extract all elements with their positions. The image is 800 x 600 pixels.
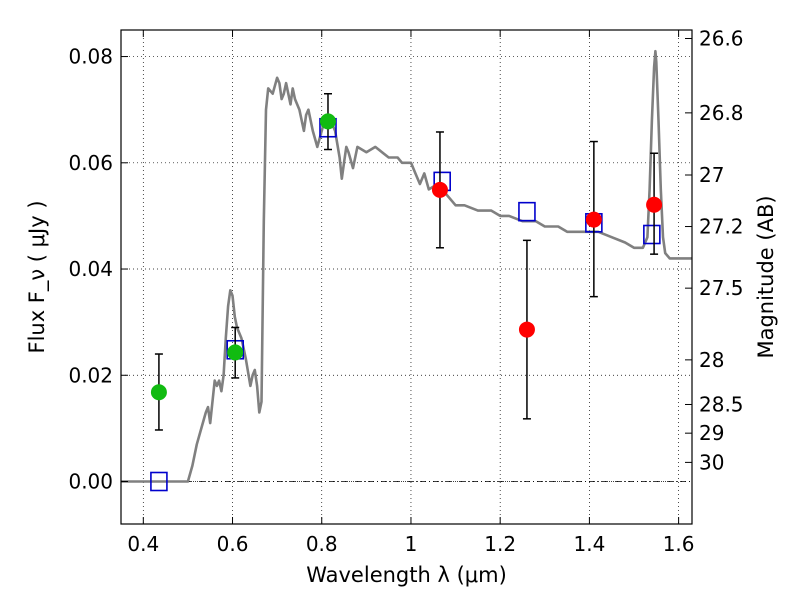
y2-tick-label: 28.5 xyxy=(699,392,744,416)
axis-ticks: 0.4 0.6 0.8 1 1.2 1.4 1.6 0.00 0.02 0.04 0.06 0.08 2… xyxy=(68,26,743,556)
model-point xyxy=(150,471,168,492)
y2-tick-label: 27.2 xyxy=(699,215,744,239)
y2-tick-label: 29 xyxy=(699,421,724,445)
x-axis-label: Wavelength λ (μm) xyxy=(306,563,507,587)
model-point xyxy=(643,224,661,245)
data-point xyxy=(646,196,663,213)
y2-tick-label: 28 xyxy=(699,348,724,372)
series-layer xyxy=(121,49,692,492)
x-tick-label: 1 xyxy=(405,532,418,556)
y-tick-label: 0.04 xyxy=(68,257,113,281)
series-observed-near-ir- xyxy=(431,131,663,420)
y-tick-label: 0.00 xyxy=(68,470,113,494)
y2-tick-label: 27 xyxy=(699,163,724,187)
model-point xyxy=(518,201,536,222)
y-tick-label: 0.06 xyxy=(68,151,113,175)
y2-tick-label: 30 xyxy=(699,450,724,474)
data-point xyxy=(319,113,336,130)
y2-tick-label: 26.6 xyxy=(699,26,744,50)
series-model-sed xyxy=(121,49,692,483)
data-point xyxy=(431,181,448,198)
data-point xyxy=(585,211,602,228)
x-tick-label: 0.6 xyxy=(217,532,249,556)
data-point xyxy=(227,344,244,361)
y-tick-label: 0.02 xyxy=(68,363,113,387)
y-axis-label: Flux F_ν ( μJy ) xyxy=(25,200,50,353)
series-observed-optical- xyxy=(150,92,336,431)
x-tick-label: 1.4 xyxy=(573,532,605,556)
y2-tick-label: 27.5 xyxy=(699,276,744,300)
x-tick-label: 0.4 xyxy=(127,532,159,556)
x-tick-label: 1.6 xyxy=(663,532,695,556)
grid xyxy=(121,30,692,524)
y2-axis-label: Magnitude (AB) xyxy=(754,195,778,358)
data-point xyxy=(150,384,167,401)
x-tick-label: 1.2 xyxy=(484,532,516,556)
x-tick-label: 0.8 xyxy=(306,532,338,556)
y-tick-label: 0.08 xyxy=(68,45,113,69)
sed-line xyxy=(121,49,692,483)
y2-tick-label: 26.8 xyxy=(699,101,744,125)
plot-frame xyxy=(120,29,693,525)
data-point xyxy=(518,321,535,338)
